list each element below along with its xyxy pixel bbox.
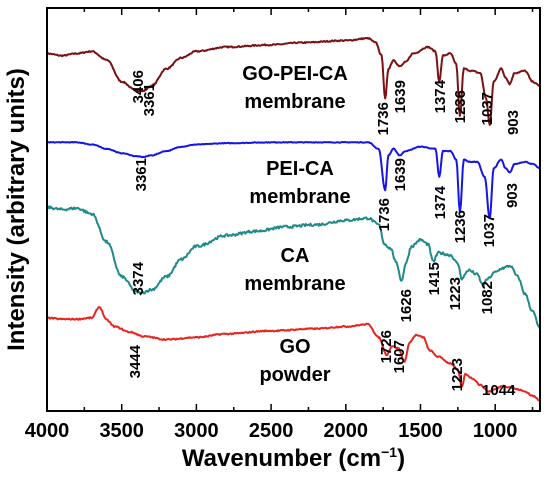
labels-group: GO-PEI-CA membrane PEI-CA membrane CA membran…: [127, 63, 522, 399]
series-line-3: [46, 205, 541, 330]
axes-group: 4000 3500 3000 2500 2000 1500 1000: [25, 8, 534, 442]
series-name-3-line-1: CA: [281, 245, 310, 267]
peak-label: 1736: [376, 198, 393, 231]
series-line-1: [46, 36, 541, 126]
peak-label: 903: [504, 183, 521, 208]
peak-label: 1639: [392, 158, 409, 191]
peak-label: 1415: [426, 262, 443, 295]
x-tick-label: 2000: [324, 420, 369, 442]
peak-label: 3406: [130, 70, 147, 103]
peak-label: 1236: [452, 90, 469, 123]
peak-label: 1223: [447, 277, 464, 310]
peak-label: 1037: [479, 92, 496, 125]
series-name-3-line-2: membrane: [244, 273, 345, 295]
y-axis-title: Intensity (arbitrary units): [3, 68, 30, 351]
series-name-2-line-2: membrane: [249, 186, 350, 208]
peak-label: 1044: [482, 382, 516, 399]
x-tick-label: 4000: [25, 420, 70, 442]
series-name-4-line-1: GO: [279, 336, 310, 358]
peak-label: 903: [505, 110, 522, 135]
peak-label: 1236: [452, 210, 469, 243]
peak-label: 1223: [449, 358, 466, 391]
peak-label: 1082: [479, 281, 496, 314]
peak-label: 3361: [133, 158, 150, 191]
x-tick-label: 1500: [398, 420, 443, 442]
series-name-4-line-2: powder: [259, 364, 330, 386]
series-group: [46, 36, 541, 402]
x-tick-label: 2500: [249, 420, 294, 442]
peak-label: 1639: [392, 80, 409, 113]
peak-label: 3374: [130, 261, 147, 295]
series-name-1-line-1: GO-PEI-CA: [242, 63, 348, 85]
peak-label: 1626: [398, 289, 415, 322]
series-line-2: [46, 141, 541, 219]
peak-label: 1607: [391, 340, 408, 373]
peak-label: 3361: [141, 83, 158, 116]
peak-label: 1374: [432, 185, 449, 219]
peak-label: 3444: [127, 344, 144, 378]
x-tick-label: 3000: [174, 420, 219, 442]
peak-label: 1726: [378, 330, 395, 363]
peak-label: 1037: [481, 214, 498, 247]
series-line-4: [46, 306, 541, 402]
series-name-2-line-1: PEI-CA: [266, 158, 334, 180]
x-tick-label: 1000: [473, 420, 518, 442]
plot-frame: [46, 7, 541, 412]
series-name-1-line-2: membrane: [244, 91, 345, 113]
x-tick-label: 3500: [99, 420, 144, 442]
peak-label: 1374: [432, 79, 449, 113]
peak-label: 1736: [375, 102, 392, 135]
x-axis-title: Wavenumber (cm−1): [182, 444, 405, 472]
